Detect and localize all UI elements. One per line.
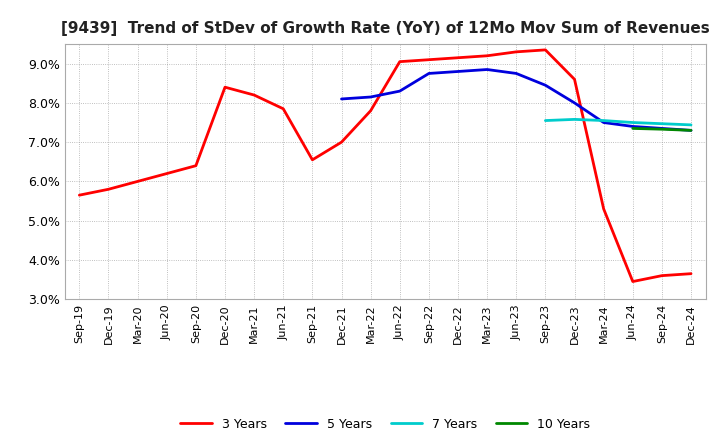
3 Years xyxy=(454,55,462,60)
3 Years xyxy=(220,84,229,90)
3 Years xyxy=(425,57,433,62)
5 Years xyxy=(657,126,666,131)
3 Years xyxy=(570,77,579,82)
3 Years xyxy=(541,47,550,52)
5 Years xyxy=(629,124,637,129)
7 Years xyxy=(541,118,550,123)
5 Years xyxy=(687,128,696,133)
Line: 10 Years: 10 Years xyxy=(633,128,691,130)
3 Years xyxy=(512,49,521,55)
3 Years xyxy=(308,157,317,162)
5 Years xyxy=(337,96,346,102)
7 Years xyxy=(657,121,666,126)
Line: 5 Years: 5 Years xyxy=(341,70,691,130)
5 Years xyxy=(512,71,521,76)
3 Years xyxy=(104,187,113,192)
3 Years xyxy=(250,92,258,98)
10 Years xyxy=(657,127,666,132)
5 Years xyxy=(599,120,608,125)
Title: [9439]  Trend of StDev of Growth Rate (YoY) of 12Mo Mov Sum of Revenues: [9439] Trend of StDev of Growth Rate (Yo… xyxy=(60,21,710,36)
10 Years xyxy=(687,128,696,133)
7 Years xyxy=(687,122,696,128)
3 Years xyxy=(192,163,200,169)
5 Years xyxy=(425,71,433,76)
3 Years xyxy=(133,179,142,184)
3 Years xyxy=(279,106,287,111)
3 Years xyxy=(395,59,404,64)
5 Years xyxy=(366,94,375,99)
3 Years xyxy=(75,193,84,198)
Legend: 3 Years, 5 Years, 7 Years, 10 Years: 3 Years, 5 Years, 7 Years, 10 Years xyxy=(176,413,595,436)
5 Years xyxy=(570,100,579,106)
3 Years xyxy=(599,206,608,212)
3 Years xyxy=(163,171,171,176)
5 Years xyxy=(483,67,492,72)
10 Years xyxy=(629,126,637,131)
7 Years xyxy=(570,117,579,122)
5 Years xyxy=(541,83,550,88)
3 Years xyxy=(687,271,696,276)
7 Years xyxy=(599,118,608,123)
Line: 7 Years: 7 Years xyxy=(546,119,691,125)
5 Years xyxy=(395,88,404,94)
3 Years xyxy=(629,279,637,284)
5 Years xyxy=(454,69,462,74)
3 Years xyxy=(337,139,346,145)
3 Years xyxy=(366,108,375,114)
Line: 3 Years: 3 Years xyxy=(79,50,691,282)
3 Years xyxy=(657,273,666,278)
7 Years xyxy=(629,120,637,125)
3 Years xyxy=(483,53,492,59)
